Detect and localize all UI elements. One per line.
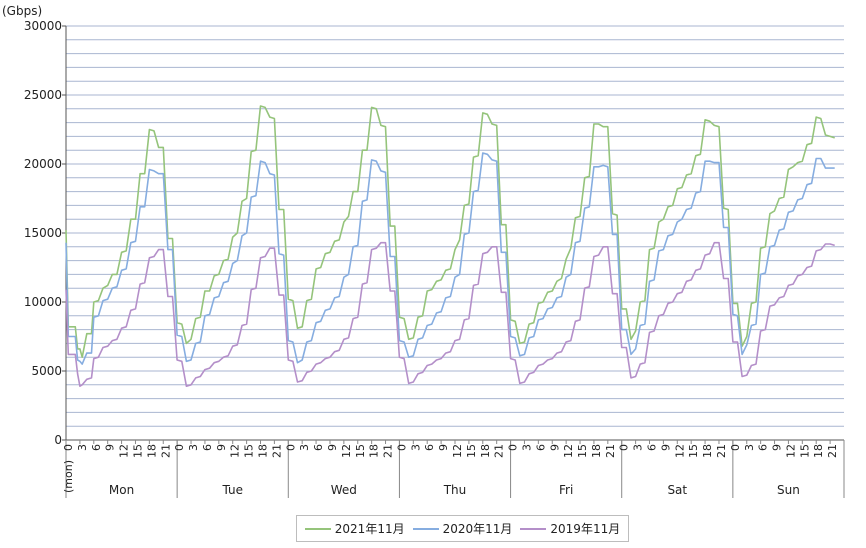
x-tick-label: 18: [479, 444, 492, 458]
x-tick-label: 9: [548, 444, 561, 451]
x-tick-label: 0: [284, 444, 297, 451]
x-tick-label: 15: [687, 444, 700, 458]
x-tick-label: 12: [118, 444, 131, 458]
x-tick-label: 6: [534, 444, 547, 451]
legend-swatch-2021: [304, 527, 331, 530]
x-tick-label: 12: [784, 444, 797, 458]
y-axis-unit-label: (Gbps): [2, 4, 42, 18]
first-day-marker: (mon): [62, 460, 75, 493]
y-tick-label: 0: [54, 433, 62, 447]
x-tick-label: 15: [354, 444, 367, 458]
day-label: Wed: [331, 483, 357, 497]
x-tick-label: 15: [798, 444, 811, 458]
x-tick-label: 9: [215, 444, 228, 451]
x-tick-label: 12: [673, 444, 686, 458]
x-tick-label: 0: [618, 444, 631, 451]
x-tick-label: 0: [62, 444, 75, 451]
x-tick-label: 9: [104, 444, 117, 451]
x-tick-label: 18: [257, 444, 270, 458]
legend-label-2020: 2020年11月: [442, 522, 513, 536]
y-tick-labels: 0 5000 10000 15000 20000 25000 30000: [24, 19, 62, 447]
x-tick-label: 3: [632, 444, 645, 451]
x-tick-label: 3: [187, 444, 200, 451]
series-line-2: [65, 241, 835, 388]
x-tick-label: 12: [451, 444, 464, 458]
grid-lines: [66, 25, 844, 427]
y-tick-label: 25000: [24, 88, 62, 102]
x-tick-label: 15: [465, 444, 478, 458]
legend-item-2019: 2019年11月: [520, 520, 620, 537]
x-tick-label: 15: [131, 444, 144, 458]
y-tick-label: 20000: [24, 157, 62, 171]
x-tick-label: 3: [298, 444, 311, 451]
x-tick-label: 12: [229, 444, 242, 458]
day-label: Mon: [109, 483, 134, 497]
x-tick-label: 6: [312, 444, 325, 451]
x-tick-label: 18: [368, 444, 381, 458]
x-tick-label: 21: [270, 444, 283, 458]
x-tick-label: 3: [409, 444, 422, 451]
x-tick-label: 21: [604, 444, 617, 458]
day-label: Sat: [667, 483, 687, 497]
x-tick-label: 18: [145, 444, 158, 458]
x-tick-label: 9: [771, 444, 784, 451]
day-label: Sun: [777, 483, 800, 497]
x-tick-label: 0: [507, 444, 520, 451]
x-tick-label: 12: [340, 444, 353, 458]
x-tick-label: 12: [562, 444, 575, 458]
legend-label-2019: 2019年11月: [550, 522, 621, 536]
x-tick-label: 9: [437, 444, 450, 451]
legend-label-2021: 2021年11月: [334, 522, 405, 536]
y-tick-label: 5000: [31, 364, 62, 378]
axes: [62, 25, 845, 498]
day-label: Thu: [443, 483, 467, 497]
x-tick-label: 15: [576, 444, 589, 458]
x-tick-label: 6: [90, 444, 103, 451]
y-tick-label: 15000: [24, 226, 62, 240]
x-tick-label: 3: [520, 444, 533, 451]
legend-swatch-2020: [412, 527, 439, 530]
legend-swatch-2019: [520, 527, 547, 530]
series-line-0: [65, 105, 835, 359]
y-tick-label: 30000: [24, 19, 62, 33]
x-tick-label: 3: [76, 444, 89, 451]
x-tick-label: 21: [382, 444, 395, 458]
x-tick-label: 21: [159, 444, 172, 458]
legend-item-2020: 2020年11月: [412, 520, 513, 537]
x-tick-label: 21: [715, 444, 728, 458]
y-tick-label: 10000: [24, 295, 62, 309]
x-tick-label: 15: [243, 444, 256, 458]
x-tick-label: 9: [326, 444, 339, 451]
x-tick-label: 18: [701, 444, 714, 458]
legend-item-2021: 2021年11月: [304, 520, 405, 537]
x-tick-label: 21: [493, 444, 506, 458]
x-tick-label: 18: [590, 444, 603, 458]
x-tick-label: 9: [659, 444, 672, 451]
x-tick-label: 6: [423, 444, 436, 451]
series-lines: [65, 105, 835, 388]
series-line-1: [65, 152, 835, 365]
day-label: Tue: [221, 483, 243, 497]
x-tick-label: 18: [812, 444, 825, 458]
x-tick-label: 3: [743, 444, 756, 451]
day-label: Fri: [559, 483, 573, 497]
x-tick-label: 6: [646, 444, 659, 451]
x-tick-label: 21: [826, 444, 839, 458]
x-tick-label: 0: [395, 444, 408, 451]
x-tick-label: 6: [757, 444, 770, 451]
x-tick-label: 0: [173, 444, 186, 451]
legend: 2021年11月 2020年11月 2019年11月: [296, 515, 629, 542]
x-tick-label: 6: [201, 444, 214, 451]
x-tick-label: 0: [729, 444, 742, 451]
